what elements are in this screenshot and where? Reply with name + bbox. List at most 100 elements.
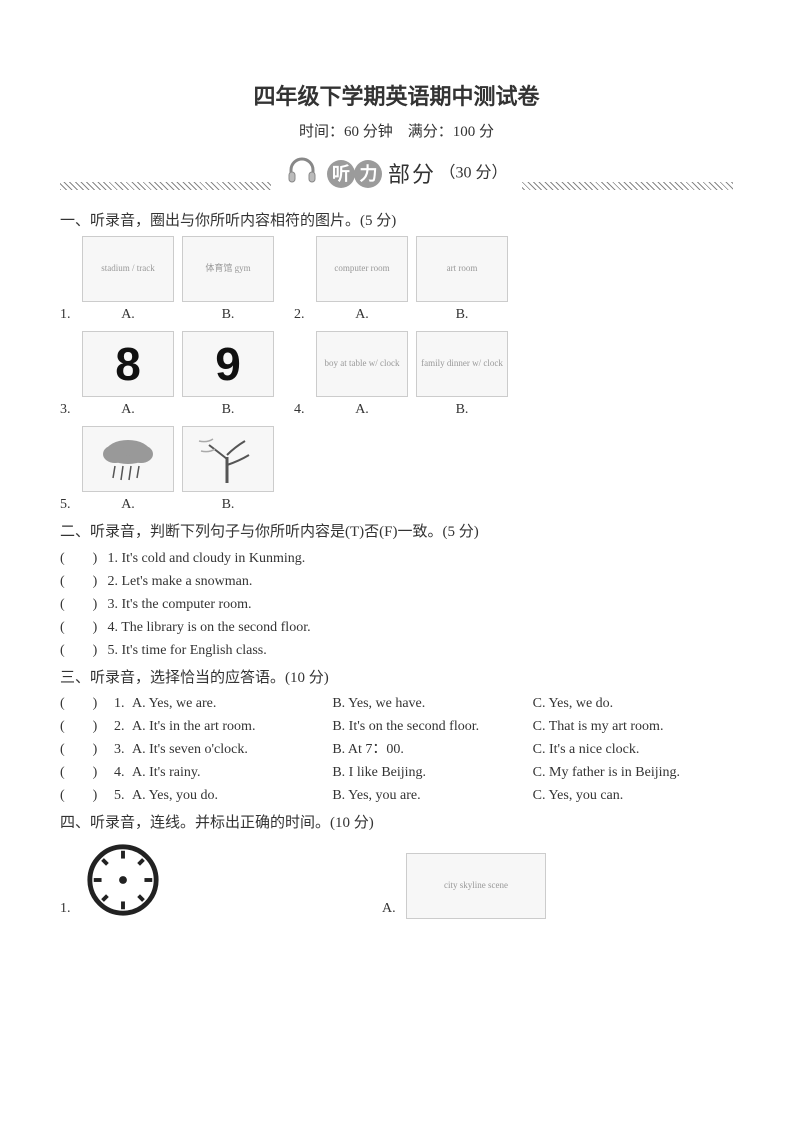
s1-row-1-2: 1. stadium / track A. 体育馆 gym B. 2. comp… xyxy=(60,236,733,325)
paren: ( ) xyxy=(60,594,104,615)
opt-label: B. xyxy=(456,304,469,325)
s1-q2: 2. computer room A. art room B. xyxy=(294,236,508,325)
opt-label: A. xyxy=(355,399,369,420)
opt-label: A. xyxy=(121,304,135,325)
choice-a: A. It's seven o'clock. xyxy=(132,739,332,760)
page-subtitle: 时间：60 分钟 满分：100 分 xyxy=(60,121,733,144)
q-num: 4. xyxy=(294,399,308,420)
s2-item-2: ( ) 2. Let's make a snowman. xyxy=(60,571,733,592)
choice-b: B. Yes, you are. xyxy=(332,785,532,806)
paren: ( ) xyxy=(60,640,104,661)
q-num: 3. xyxy=(114,739,132,760)
s1-q1-a: stadium / track A. xyxy=(82,236,174,325)
s4-left: 1. xyxy=(60,841,162,919)
image-icon: 体育馆 gym xyxy=(182,236,274,302)
badge-char-2: 力 xyxy=(354,160,382,188)
q-num: 1. xyxy=(114,693,132,714)
number-icon: 8 xyxy=(82,331,174,397)
paren: ( ) xyxy=(60,716,114,737)
choice-c: C. My father is in Beijing. xyxy=(533,762,733,783)
choice-b: B. It's on the second floor. xyxy=(332,716,532,737)
banner-center: 听 力 部分 （30 分） xyxy=(271,154,521,195)
s3-item-2: ( ) 2. A. It's in the art room. B. It's … xyxy=(60,716,733,737)
q-num: 5. xyxy=(60,494,74,515)
s3-item-5: ( ) 5. A. Yes, you do. B. Yes, you are. … xyxy=(60,785,733,806)
s2-text: 5. It's time for English class. xyxy=(108,643,267,658)
choice-c: C. It's a nice clock. xyxy=(533,739,733,760)
opt-label: B. xyxy=(222,494,235,515)
opt-label: B. xyxy=(456,399,469,420)
image-icon: art room xyxy=(416,236,508,302)
s1-q1: 1. stadium / track A. 体育馆 gym B. xyxy=(60,236,274,325)
listening-badge: 听 力 xyxy=(327,160,379,188)
opt-label: B. xyxy=(222,399,235,420)
image-icon: stadium / track xyxy=(82,236,174,302)
s2-text: 2. Let's make a snowman. xyxy=(108,574,253,589)
s1-q5-a: A. xyxy=(82,426,174,515)
choice-a: A. It's in the art room. xyxy=(132,716,332,737)
s1-q4-b: family dinner w/ clock B. xyxy=(416,331,508,420)
q-num: 4. xyxy=(114,762,132,783)
page-title: 四年级下学期英语期中测试卷 xyxy=(60,80,733,113)
section2-heading: 二、听录音，判断下列句子与你所听内容是(T)否(F)一致。(5 分) xyxy=(60,521,733,544)
image-icon: city skyline scene xyxy=(406,853,546,919)
paren: ( ) xyxy=(60,617,104,638)
image-icon: family dinner w/ clock xyxy=(416,331,508,397)
section1-heading: 一、听录音，圈出与你所听内容相符的图片。(5 分) xyxy=(60,210,733,233)
s1-row-3-4: 3. 8 A. 9 B. 4. boy at table w/ clock A.… xyxy=(60,331,733,420)
choice-b: B. Yes, we have. xyxy=(332,693,532,714)
opt-label: B. xyxy=(222,304,235,325)
s1-q2-b: art room B. xyxy=(416,236,508,325)
paren: ( ) xyxy=(60,785,114,806)
rain-cloud-icon xyxy=(82,426,174,492)
q-num: 2. xyxy=(294,304,308,325)
paren: ( ) xyxy=(60,571,104,592)
section3-heading: 三、听录音，选择恰当的应答语。(10 分) xyxy=(60,667,733,690)
s2-item-3: ( ) 3. It's the computer room. xyxy=(60,594,733,615)
s2-item-1: ( ) 1. It's cold and cloudy in Kunming. xyxy=(60,548,733,569)
choice-a: A. Yes, you do. xyxy=(132,785,332,806)
q-num: 1. xyxy=(60,304,74,325)
s2-text: 3. It's the computer room. xyxy=(108,597,252,612)
listening-banner: 听 力 部分 （30 分） xyxy=(60,154,733,204)
windy-tree-icon xyxy=(182,426,274,492)
q-num: 5. xyxy=(114,785,132,806)
banner-tail: 部分 xyxy=(388,158,436,191)
s1-q5-b: B. xyxy=(182,426,274,515)
paren: ( ) xyxy=(60,548,104,569)
s1-q3-a: 8 A. xyxy=(82,331,174,420)
choice-c: C. Yes, we do. xyxy=(533,693,733,714)
s2-text: 4. The library is on the second floor. xyxy=(108,620,311,635)
q-num: 3. xyxy=(60,399,74,420)
paren: ( ) xyxy=(60,739,114,760)
choice-b: B. At 7：00. xyxy=(332,739,532,760)
s4-row: 1. A. city skyline scene xyxy=(60,841,733,919)
choice-a: A. It's rainy. xyxy=(132,762,332,783)
s3-item-1: ( ) 1. A. Yes, we are. B. Yes, we have. … xyxy=(60,693,733,714)
image-icon: boy at table w/ clock xyxy=(316,331,408,397)
banner-points: （30 分） xyxy=(440,164,508,181)
s3-item-4: ( ) 4. A. It's rainy. B. I like Beijing.… xyxy=(60,762,733,783)
opt-label: A. xyxy=(355,304,369,325)
choice-c: C. Yes, you can. xyxy=(533,785,733,806)
section4-heading: 四、听录音，连线。并标出正确的时间。(10 分) xyxy=(60,812,733,835)
s4-right: A. city skyline scene xyxy=(382,853,546,919)
s1-row-5: 5. A. xyxy=(60,426,733,515)
choice-c: C. That is my art room. xyxy=(533,716,733,737)
opt-label: A. xyxy=(121,494,135,515)
s2-item-4: ( ) 4. The library is on the second floo… xyxy=(60,617,733,638)
s3-item-3: ( ) 3. A. It's seven o'clock. B. At 7：00… xyxy=(60,739,733,760)
s1-q2-a: computer room A. xyxy=(316,236,408,325)
s1-q5: 5. A. xyxy=(60,426,274,515)
s2-item-5: ( ) 5. It's time for English class. xyxy=(60,640,733,661)
s2-text: 1. It's cold and cloudy in Kunming. xyxy=(108,551,306,566)
opt-label: A. xyxy=(382,898,396,919)
s1-q1-b: 体育馆 gym B. xyxy=(182,236,274,325)
choice-a: A. Yes, we are. xyxy=(132,693,332,714)
q-num: 2. xyxy=(114,716,132,737)
s1-q3: 3. 8 A. 9 B. xyxy=(60,331,274,420)
paren: ( ) xyxy=(60,693,114,714)
badge-char-1: 听 xyxy=(327,160,355,188)
s1-q3-b: 9 B. xyxy=(182,331,274,420)
headphone-icon xyxy=(285,154,319,195)
